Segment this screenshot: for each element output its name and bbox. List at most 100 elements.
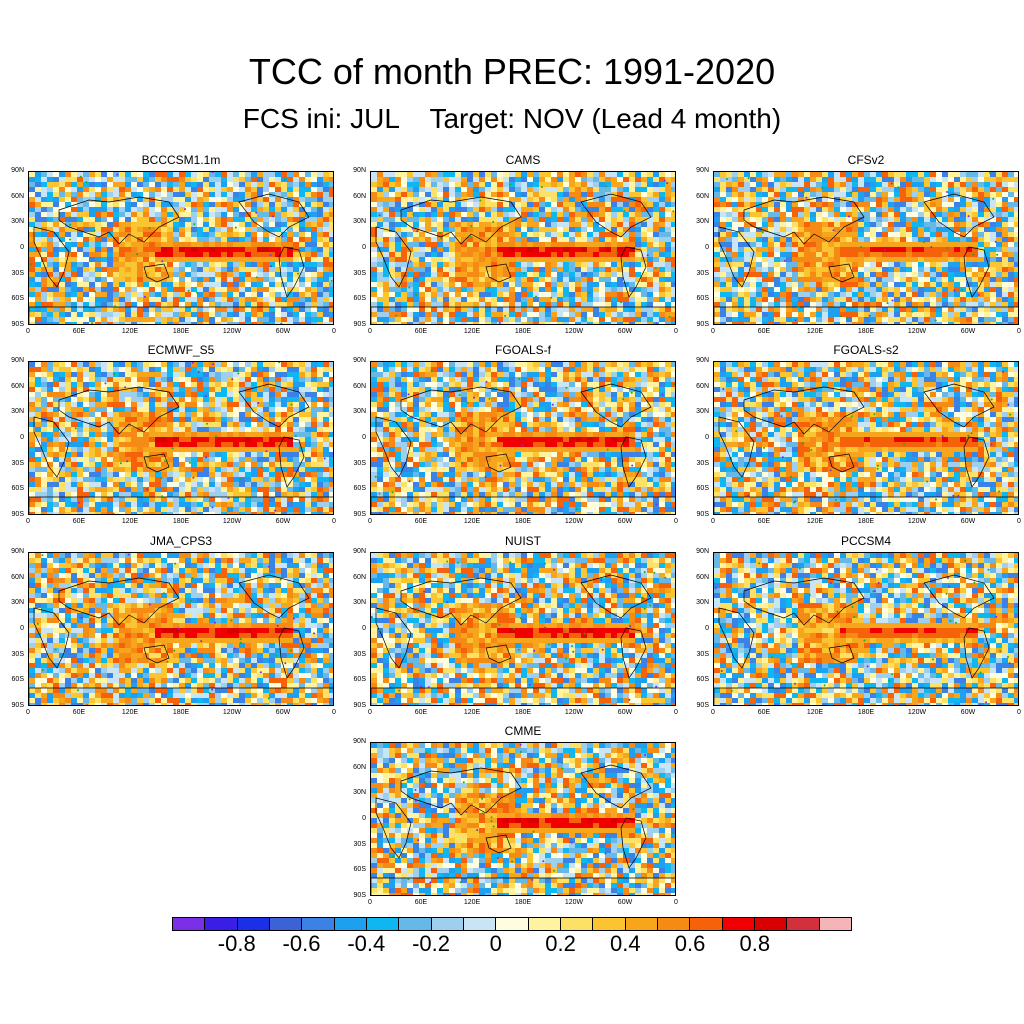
- lon-tick-label: 60E: [414, 328, 428, 335]
- significance-dot: [189, 599, 192, 602]
- colorbar-tick-label: -0.8: [217, 931, 256, 956]
- significance-dot: [992, 197, 995, 200]
- significance-dot: [284, 300, 287, 303]
- lat-tick-label: 30S: [353, 840, 366, 848]
- colorbar-swatch: [625, 918, 658, 930]
- significance-dot: [89, 618, 91, 621]
- significance-dot: [114, 305, 117, 308]
- figure-subtitle: FCS ini: JUL Target: NOV (Lead 4 month): [242, 103, 782, 134]
- significance-dot: [961, 288, 964, 291]
- significance-dot: [872, 590, 875, 593]
- significance-dot: [886, 302, 889, 305]
- significance-dot: [490, 816, 493, 819]
- lon-tick-label: 60W: [617, 328, 633, 335]
- significance-dot: [177, 627, 180, 630]
- significance-dot: [74, 427, 77, 430]
- lon-tick-label: 120W: [907, 518, 927, 525]
- significance-dot: [34, 320, 37, 323]
- significance-dot: [623, 209, 626, 212]
- coastline: [400, 196, 522, 245]
- lat-tick-label: 30N: [696, 408, 709, 416]
- significance-dot: [723, 282, 726, 285]
- coastline: [143, 263, 170, 283]
- significance-dot: [542, 860, 545, 863]
- lat-tick-label: 90S: [353, 321, 366, 328]
- lon-tick-label: 0: [711, 518, 715, 525]
- lon-tick-label: 120W: [907, 328, 927, 335]
- lon-tick-label: 180E: [857, 709, 875, 716]
- significance-dot: [280, 322, 283, 324]
- coastline: [828, 453, 855, 473]
- significance-dot: [583, 632, 586, 635]
- lat-tick-label: 60N: [353, 192, 366, 200]
- lon-tick-label: 180E: [514, 709, 532, 716]
- lat-tick-label: 60N: [353, 382, 366, 390]
- significance-dot: [487, 286, 490, 289]
- lon-tick-label: 180E: [514, 518, 532, 525]
- significance-dot: [162, 592, 165, 595]
- lon-tick-label: 120E: [121, 328, 139, 335]
- significance-dot: [54, 648, 57, 651]
- significance-dot: [504, 314, 507, 317]
- significance-dot: [653, 571, 656, 574]
- significance-dot: [414, 788, 417, 791]
- significance-dot: [789, 475, 792, 478]
- significance-dot: [237, 372, 240, 375]
- correlation-map: [28, 171, 334, 325]
- significance-dot: [543, 797, 546, 800]
- significance-dot: [239, 638, 242, 641]
- significance-dot: [796, 293, 799, 296]
- significance-dot: [490, 820, 493, 823]
- significance-dot: [313, 632, 315, 635]
- significance-dot: [136, 253, 139, 256]
- coastline: [963, 246, 990, 298]
- significance-dot: [280, 278, 283, 281]
- significance-dot: [408, 798, 411, 801]
- colorbar-swatch: [657, 918, 691, 930]
- lon-tick-label: 120W: [222, 709, 242, 716]
- significance-dot: [973, 581, 976, 584]
- significance-dot: [550, 296, 553, 299]
- significance-dot: [318, 207, 321, 210]
- significance-dot: [160, 477, 163, 479]
- significance-dot: [214, 435, 217, 438]
- lon-tick-label: 120E: [463, 518, 481, 525]
- significance-dot: [211, 172, 214, 174]
- significance-dot: [605, 185, 608, 188]
- significance-dot: [946, 460, 949, 463]
- significance-dot: [553, 568, 555, 571]
- significance-dot: [512, 627, 515, 630]
- significance-dot: [298, 250, 301, 253]
- significance-dot: [184, 208, 187, 211]
- significance-dot: [616, 252, 619, 254]
- significance-dot: [414, 799, 417, 802]
- lat-tick-label: 30S: [11, 269, 24, 277]
- coastline: [238, 383, 310, 428]
- colorbar-swatch: [431, 918, 464, 930]
- significance-dot: [935, 498, 938, 501]
- lat-tick-label: 0: [362, 434, 366, 441]
- significance-dot: [191, 362, 194, 364]
- lat-tick-label: 0: [705, 434, 709, 441]
- coastline: [143, 644, 170, 664]
- colorbar: [172, 917, 852, 931]
- significance-dot: [584, 273, 587, 275]
- significance-dot: [990, 398, 993, 401]
- significance-dot: [622, 398, 625, 400]
- significance-dot: [171, 447, 174, 450]
- significance-dot: [868, 314, 871, 317]
- significance-dot: [957, 495, 960, 497]
- coastline: [278, 627, 305, 679]
- coastline: [580, 193, 652, 238]
- significance-dot: [461, 462, 464, 464]
- significance-dot: [192, 476, 195, 479]
- lon-tick-label: 0: [26, 328, 30, 335]
- significance-dot: [663, 179, 666, 182]
- significance-dot: [758, 562, 761, 565]
- significance-dot: [446, 560, 449, 563]
- colorbar-swatch: [560, 918, 594, 930]
- coastline: [278, 246, 305, 298]
- lat-tick-label: 90N: [11, 167, 24, 174]
- lat-tick-label: 90S: [696, 511, 709, 518]
- significance-dot: [1009, 413, 1012, 416]
